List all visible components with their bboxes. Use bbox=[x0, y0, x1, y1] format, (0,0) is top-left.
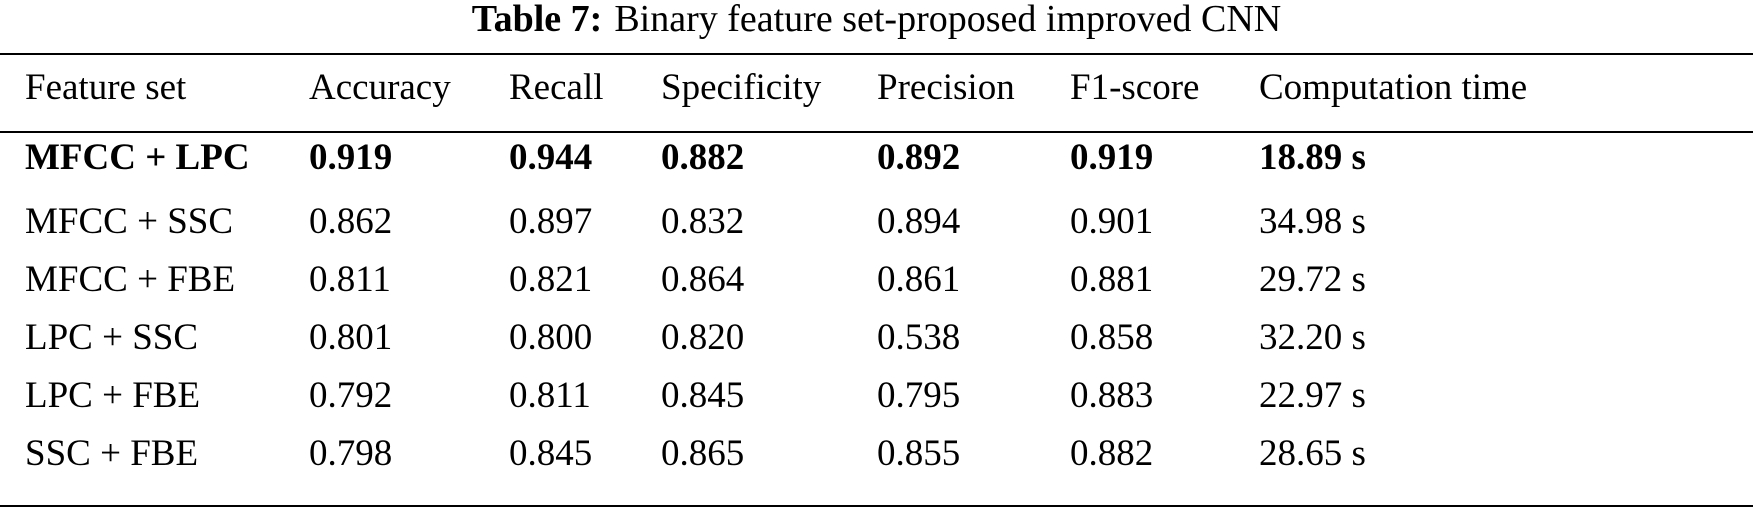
cell-precision: 0.855 bbox=[877, 432, 961, 474]
cell-precision: 0.861 bbox=[877, 258, 961, 300]
cell-precision: 0.538 bbox=[877, 316, 961, 358]
cell-specificity: 0.832 bbox=[661, 200, 745, 242]
cell-precision: 0.795 bbox=[877, 374, 961, 416]
cell-feature-set: LPC + SSC bbox=[25, 316, 199, 358]
cell-specificity: 0.845 bbox=[661, 374, 745, 416]
cell-recall: 0.845 bbox=[509, 432, 593, 474]
cell-specificity: 0.882 bbox=[661, 136, 745, 178]
cell-feature-set: MFCC + LPC bbox=[25, 136, 250, 178]
cell-feature-set: MFCC + SSC bbox=[25, 200, 234, 242]
cell-recall: 0.800 bbox=[509, 316, 593, 358]
table-row: MFCC + LPC 0.919 0.944 0.882 0.892 0.919… bbox=[0, 122, 1753, 192]
cell-accuracy: 0.798 bbox=[309, 432, 393, 474]
cell-computation-time: 32.20 s bbox=[1259, 316, 1366, 358]
cell-f1-score: 0.919 bbox=[1070, 136, 1154, 178]
cell-computation-time: 18.89 s bbox=[1259, 136, 1366, 178]
table-caption-label: Table 7: bbox=[471, 0, 603, 40]
cell-precision: 0.892 bbox=[877, 136, 961, 178]
cell-accuracy: 0.862 bbox=[309, 200, 393, 242]
cell-computation-time: 22.97 s bbox=[1259, 374, 1366, 416]
header-computation-time: Computation time bbox=[1259, 67, 1528, 108]
header-recall: Recall bbox=[509, 67, 604, 108]
cell-accuracy: 0.811 bbox=[309, 258, 391, 300]
table-header-rule bbox=[0, 131, 1753, 133]
cell-computation-time: 34.98 s bbox=[1259, 200, 1366, 242]
cell-feature-set: MFCC + FBE bbox=[25, 258, 236, 300]
table-caption: Table 7: Binary feature set-proposed impr… bbox=[0, 0, 1753, 38]
cell-recall: 0.897 bbox=[509, 200, 593, 242]
cell-accuracy: 0.801 bbox=[309, 316, 393, 358]
cell-f1-score: 0.901 bbox=[1070, 200, 1154, 242]
cell-feature-set: SSC + FBE bbox=[25, 432, 199, 474]
cell-f1-score: 0.858 bbox=[1070, 316, 1154, 358]
cell-f1-score: 0.881 bbox=[1070, 258, 1154, 300]
table-row: MFCC + SSC 0.862 0.897 0.832 0.894 0.901… bbox=[0, 192, 1753, 250]
cell-f1-score: 0.883 bbox=[1070, 374, 1154, 416]
results-table: Feature set Accuracy Recall Specificity … bbox=[0, 55, 1753, 482]
table-row: LPC + FBE 0.792 0.811 0.845 0.795 0.883 … bbox=[0, 366, 1753, 424]
cell-specificity: 0.864 bbox=[661, 258, 745, 300]
header-f1-score: F1-score bbox=[1070, 67, 1200, 108]
cell-specificity: 0.820 bbox=[661, 316, 745, 358]
table-caption-text: Binary feature set-proposed improved CNN bbox=[614, 0, 1282, 40]
header-precision: Precision bbox=[877, 67, 1015, 108]
table-bottom-rule bbox=[0, 505, 1753, 507]
header-specificity: Specificity bbox=[661, 67, 822, 108]
table-top-rule bbox=[0, 53, 1753, 55]
table-row: LPC + SSC 0.801 0.800 0.820 0.538 0.858 … bbox=[0, 308, 1753, 366]
header-feature-set: Feature set bbox=[25, 67, 187, 108]
cell-recall: 0.821 bbox=[509, 258, 593, 300]
cell-f1-score: 0.882 bbox=[1070, 432, 1154, 474]
table-row: SSC + FBE 0.798 0.845 0.865 0.855 0.882 … bbox=[0, 424, 1753, 482]
cell-accuracy: 0.792 bbox=[309, 374, 393, 416]
cell-specificity: 0.865 bbox=[661, 432, 745, 474]
cell-recall: 0.811 bbox=[509, 374, 591, 416]
cell-computation-time: 28.65 s bbox=[1259, 432, 1366, 474]
cell-recall: 0.944 bbox=[509, 136, 593, 178]
cell-precision: 0.894 bbox=[877, 200, 961, 242]
table-row: MFCC + FBE 0.811 0.821 0.864 0.861 0.881… bbox=[0, 250, 1753, 308]
cell-accuracy: 0.919 bbox=[309, 136, 393, 178]
header-accuracy: Accuracy bbox=[309, 67, 451, 108]
cell-computation-time: 29.72 s bbox=[1259, 258, 1366, 300]
cell-feature-set: LPC + FBE bbox=[25, 374, 201, 416]
table-header-row: Feature set Accuracy Recall Specificity … bbox=[0, 55, 1753, 120]
